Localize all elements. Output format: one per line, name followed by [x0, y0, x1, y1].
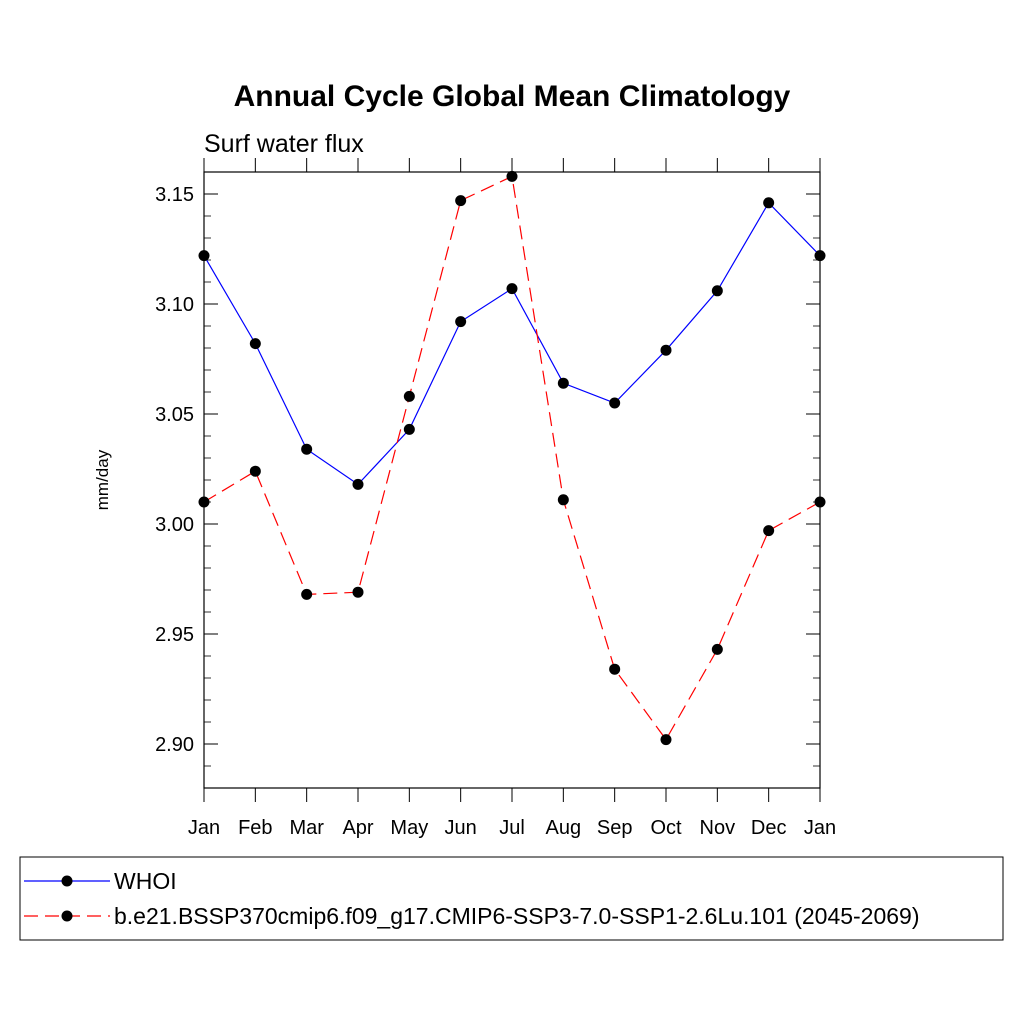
x-tick-label: Nov: [700, 817, 736, 839]
x-tick-label: Jun: [445, 817, 477, 839]
series-1-point: [403, 423, 415, 435]
plot-frame: [203, 171, 821, 789]
y-tick-label: 2.90: [155, 734, 194, 756]
series-1-point: [301, 443, 313, 455]
x-tick-label: Jan: [188, 817, 220, 839]
series-1-point: [198, 250, 210, 262]
series-1-point: [352, 478, 364, 490]
series-1-point: [711, 285, 723, 297]
x-tick-label: Apr: [342, 817, 373, 839]
chart-subtitle: Surf water flux: [204, 130, 364, 158]
series-2-point: [352, 586, 364, 598]
legend-marker-2: [61, 910, 73, 922]
series-1-point: [763, 197, 775, 209]
series-1-point: [660, 344, 672, 356]
series-2-point: [557, 494, 569, 506]
series-2-point: [455, 195, 467, 207]
series-2-point: [609, 663, 621, 675]
series-1-point: [814, 250, 826, 262]
x-tick-label: Jul: [499, 817, 525, 839]
x-tick-label: Oct: [650, 817, 682, 839]
series-2-point: [403, 390, 415, 402]
y-tick-label: 3.15: [155, 184, 194, 206]
x-tick-label: Dec: [751, 817, 787, 839]
x-tick-label: Jan: [804, 817, 836, 839]
y-tick-label: 2.95: [155, 624, 194, 646]
series-1-point: [557, 377, 569, 389]
series-1-point: [455, 316, 467, 328]
axis-ticks: 3.15 3.10 3.05 3.00 2.95 2.90 Jan Feb Mar Apr May J…: [155, 158, 836, 839]
series-1-point: [506, 283, 518, 295]
chart-title: Annual Cycle Global Mean Climatology: [234, 80, 791, 113]
legend: WHOI b.e21.BSSP370cmip6.f09_g17.CMIP6-SSP…: [24, 868, 920, 929]
series-1-point: [609, 397, 621, 409]
x-tick-label: Aug: [546, 817, 582, 839]
series-2-point: [249, 465, 261, 477]
series-2-point: [660, 734, 672, 746]
series-line-1: [203, 201, 821, 486]
series-2-point: [711, 643, 723, 655]
series-2-point: [814, 496, 826, 508]
y-axis-label: mm/day: [93, 449, 112, 510]
y-tick-label: 3.10: [155, 294, 194, 316]
legend-label-2: b.e21.BSSP370cmip6.f09_g17.CMIP6-SSP3-7.…: [114, 903, 920, 929]
series-2-point: [506, 170, 518, 182]
series-group: [198, 170, 826, 746]
legend-label-1: WHOI: [114, 868, 177, 894]
series-2-point: [301, 588, 313, 600]
series-2-point: [763, 525, 775, 537]
legend-marker-1: [61, 875, 73, 887]
legend-box: [19, 856, 1004, 941]
x-tick-label: Mar: [289, 817, 324, 839]
y-tick-label: 3.00: [155, 514, 194, 536]
y-tick-label: 3.05: [155, 404, 194, 426]
series-1-point: [249, 338, 261, 350]
x-tick-label: May: [390, 817, 428, 839]
series-2-point: [198, 496, 210, 508]
series-line-2: [203, 175, 821, 741]
x-tick-label: Feb: [238, 817, 272, 839]
x-tick-label: Sep: [597, 817, 633, 839]
